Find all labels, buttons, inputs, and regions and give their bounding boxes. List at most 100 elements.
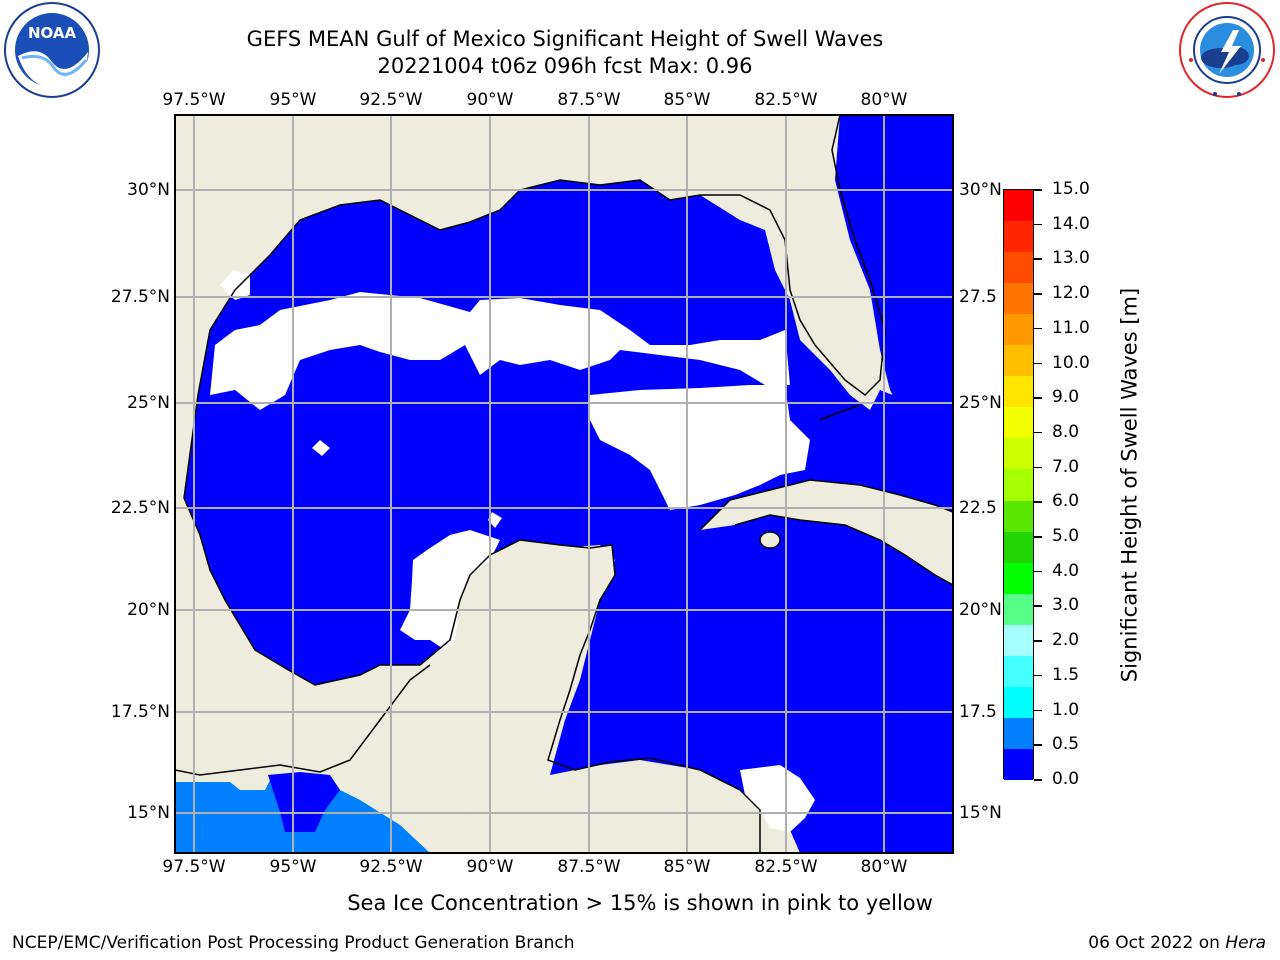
colorbar-tick-label: 2.0 [1052,630,1080,651]
lat-label-left: 22.5°N [110,498,170,518]
footer-date-text: 06 Oct 2022 on [1088,933,1220,953]
lat-label-right: 15°N [959,803,1002,823]
colorbar-tick-label: 5.0 [1052,526,1080,547]
colorbar-segment [1004,376,1033,408]
map-frame [174,114,954,854]
colorbar-tick-label: 15.0 [1052,179,1090,199]
colorbar-tick-label: 14.0 [1052,213,1090,234]
isle-of-youth [760,532,780,548]
colorbar-tick [1034,431,1042,434]
footer-date: 06 Oct 2022 on Hera [1088,933,1266,953]
noaa-logo: NOAA [4,2,100,98]
lon-label-top: 82.5°W [754,90,818,110]
colorbar-tick [1034,570,1042,573]
lat-label-right: 25°N [959,393,1002,413]
pacific-swell-core [268,772,340,832]
colorbar-segment [1004,407,1033,439]
colorbar-segment [1004,593,1033,626]
colorbar-tick-label: 13.0 [1052,248,1090,269]
colorbar-tick [1034,466,1042,469]
colorbar-tick-label: 4.0 [1052,560,1080,581]
lat-label-left: 27.5°N [110,287,170,307]
colorbar-tick [1034,293,1042,295]
colorbar-tick [1034,640,1042,642]
colorbar-tick [1034,605,1042,607]
lon-label-bottom: 90°W [466,857,514,877]
colorbar-segment [1004,190,1033,222]
florida-land [700,115,953,395]
lon-label-bottom: 97.5°W [162,857,226,877]
map-grid [175,115,953,853]
colorbar-tick-label: 12.0 [1052,283,1090,304]
lon-label-top: 95°W [269,90,317,110]
atlantic-swell-area [835,115,953,510]
lon-label-bottom: 80°W [860,857,908,877]
colorbar-tick-label: 7.0 [1052,456,1080,477]
colorbar-segment [1004,438,1033,470]
colorbar-segment [1004,221,1033,253]
lon-label-bottom: 92.5°W [359,857,423,877]
lat-label-right: 20°N [959,600,1002,620]
lon-label-top: 97.5°W [162,90,226,110]
colorbar-tick [1034,189,1042,191]
colorbar-segment [1004,686,1033,719]
colorbar-segment [1004,655,1033,688]
colorbar-tick-label: 1.5 [1052,664,1080,685]
colorbar-tick-label: 0.0 [1052,769,1080,789]
colorbar-tick-label: 6.0 [1052,491,1080,512]
footer-system: Hera [1225,933,1266,953]
colorbar-tick-label: 9.0 [1052,387,1080,408]
colorbar-tick-label: 8.0 [1052,421,1080,442]
colorbar-tick [1034,536,1042,538]
colorbar-segment [1004,531,1033,564]
colorbar-tick [1034,362,1042,365]
lon-label-top: 90°W [466,90,514,110]
lon-label-top: 80°W [860,90,908,110]
noaa-logo-text: NOAA [28,24,77,42]
lon-label-top: 87.5°W [557,90,621,110]
lon-label-top: 85°W [663,90,711,110]
colorbar-tick [1034,674,1042,677]
colorbar-tick-label: 1.0 [1052,699,1080,720]
colorbar-segment [1004,748,1033,781]
colorbar-tick [1034,327,1042,330]
colorbar [1003,189,1034,781]
colorbar-tick-label: 11.0 [1052,317,1090,338]
colorbar-tick [1034,779,1042,781]
lat-label-left: 17.5°N [110,702,170,722]
colorbar-tick [1034,501,1042,503]
lat-label-left: 20°N [127,600,170,620]
lon-label-bottom: 85°W [663,857,711,877]
colorbar-tick [1034,223,1042,226]
colorbar-segment [1004,314,1033,346]
sea-ice-note: Sea Ice Concentration > 15% is shown in … [347,891,933,915]
lat-label-right: 30°N [959,180,1002,200]
colorbar-segment [1004,562,1033,595]
lat-label-left: 15°N [127,803,170,823]
no-data-patches [210,270,815,832]
colorbar-segment [1004,283,1033,315]
colorbar-tick-label: 0.5 [1052,734,1080,755]
lat-label-right: 17.5 [959,702,997,722]
colorbar-segment [1004,469,1033,502]
lat-label-right: 27.5 [959,287,997,307]
colorbar-segment [1004,345,1033,377]
chart-title: GEFS MEAN Gulf of Mexico Significant Hei… [246,27,884,51]
lat-label-left: 30°N [127,180,170,200]
colorbar-segment [1004,500,1033,533]
colorbar-label: Significant Height of Swell Waves [m] [1117,287,1142,683]
colorbar-tick [1034,709,1042,712]
lon-label-bottom: 87.5°W [557,857,621,877]
lon-label-bottom: 95°W [269,857,317,877]
chart-subtitle: 20221004 t06z 096h fcst Max: 0.96 [377,54,753,78]
colorbar-segment [1004,252,1033,284]
lon-label-top: 92.5°W [359,90,423,110]
cuba-land [700,480,953,585]
colorbar-segment [1004,624,1033,657]
lat-label-left: 25°N [127,393,170,413]
lat-label-right: 22.5 [959,498,997,518]
colorbar-tick [1034,258,1042,260]
lon-label-bottom: 82.5°W [754,857,818,877]
colorbar-tick [1034,397,1042,399]
